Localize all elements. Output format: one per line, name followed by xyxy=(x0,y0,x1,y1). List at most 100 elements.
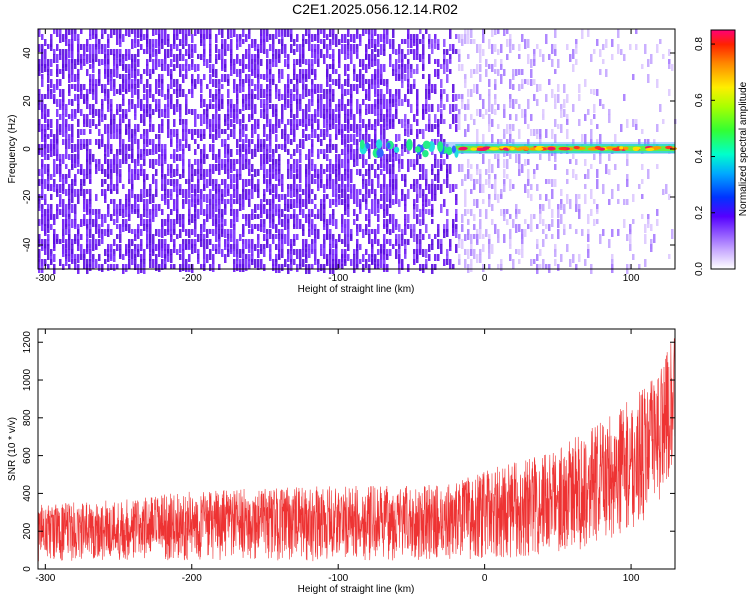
spectrogram-cell xyxy=(374,199,377,209)
spectrogram-cell xyxy=(161,174,164,179)
spectrogram-cell xyxy=(443,179,446,184)
spectrogram-cell xyxy=(230,109,233,118)
spectrogram-cell xyxy=(599,134,602,144)
spectrogram-cell xyxy=(455,34,458,39)
spectrogram-cell xyxy=(194,44,197,53)
spectrogram-cell xyxy=(638,264,641,269)
spectrogram-cell xyxy=(89,119,92,128)
spectrogram-cell xyxy=(146,39,149,47)
spectrogram-cell xyxy=(332,254,335,261)
spectrogram-cell xyxy=(338,99,341,107)
spectrogram-cell xyxy=(404,119,407,126)
spectrogram-cell xyxy=(212,184,215,191)
spectrogram-cell xyxy=(248,194,251,200)
spectrogram-cell xyxy=(107,129,110,134)
spectrogram-cell xyxy=(206,179,209,188)
spectrogram-cell xyxy=(227,114,230,121)
spectrogram-cell xyxy=(266,84,269,92)
spectrogram-cell xyxy=(326,89,329,94)
spectrogram-cell xyxy=(176,204,179,213)
spectrogram-cell xyxy=(230,164,233,173)
spectrogram-cell xyxy=(200,94,203,102)
spectrogram-cell xyxy=(392,124,395,129)
spectrogram-cell xyxy=(548,199,551,209)
spectrogram-cell xyxy=(200,174,203,180)
spectrogram-cell xyxy=(212,204,215,209)
spectrogram-cell xyxy=(71,184,74,193)
spectrogram-cell xyxy=(467,104,470,110)
spectrogram-cell xyxy=(503,184,506,192)
spectrogram-cell xyxy=(464,234,467,241)
spectrogram-cell xyxy=(101,104,104,111)
spectrogram-cell xyxy=(299,209,302,215)
spectrogram-cell xyxy=(245,194,248,200)
spectrogram-cell xyxy=(371,189,374,194)
spectrogram-cell xyxy=(287,229,290,239)
spectrogram-cell xyxy=(557,264,560,271)
spectrogram-cell xyxy=(377,99,380,109)
spectrogram-cell xyxy=(602,59,605,64)
spectrogram-cell xyxy=(107,164,110,170)
spectrogram-cell xyxy=(110,189,113,194)
spectrogram-cell xyxy=(167,34,170,41)
spectrogram-cell xyxy=(296,124,299,130)
spectrogram-cell xyxy=(311,139,314,147)
spectrogram-cell xyxy=(419,219,422,226)
spectrogram-cell xyxy=(158,49,161,54)
spectrogram-cell xyxy=(248,44,251,50)
spectrogram-cell xyxy=(215,94,218,100)
spectrogram-cell xyxy=(83,94,86,103)
spectrogram-cell xyxy=(200,159,203,164)
spectrogram-cell xyxy=(233,159,236,165)
spectrogram-cell xyxy=(107,209,110,217)
spectrogram-cell xyxy=(272,164,275,172)
spectrogram-cell xyxy=(512,124,515,131)
spectrogram-cell xyxy=(200,129,203,137)
spectrogram-cell xyxy=(539,134,542,143)
spectrogram-cell xyxy=(119,254,122,259)
spectrogram-cell xyxy=(365,179,368,185)
spectrogram-cell xyxy=(164,29,167,39)
spectrogram-cell xyxy=(533,174,536,179)
spectrogram-cell xyxy=(86,144,89,151)
spectrogram-cell xyxy=(287,54,290,60)
spectrogram-cell xyxy=(233,184,236,191)
spectrogram-cell xyxy=(77,59,80,65)
spectrogram-cell xyxy=(89,89,92,94)
spectrogram-cell xyxy=(431,149,434,155)
spectrogram-cell xyxy=(443,64,446,74)
spectrogram-cell xyxy=(104,169,107,177)
spectrogram-cell xyxy=(446,254,449,260)
spectrogram-cell xyxy=(176,234,179,239)
spectrogram-cell xyxy=(269,89,272,96)
spectrogram-cell xyxy=(158,74,161,82)
spectrogram-cell xyxy=(545,194,548,201)
spectrogram-cell xyxy=(227,184,230,193)
spectrogram-cell xyxy=(401,39,404,44)
spectrogram-cell xyxy=(479,49,482,54)
spectrogram-cell xyxy=(77,79,80,84)
spectrogram-cell xyxy=(194,229,197,237)
spectrogram-cell xyxy=(329,229,332,234)
spectrogram-cell xyxy=(299,259,302,266)
spectrogram-cell xyxy=(578,254,581,262)
spectrogram-cell xyxy=(188,129,191,134)
spectrogram-cell xyxy=(203,144,206,149)
spectrogram-cell xyxy=(395,69,398,75)
spectrogram-cell xyxy=(530,59,533,68)
spectrogram-cell xyxy=(383,114,386,120)
spectrogram-cell xyxy=(269,229,272,234)
spectrogram-cell xyxy=(557,219,560,228)
spectrogram-cell xyxy=(413,259,416,265)
spectrogram-cell xyxy=(230,234,233,242)
spectrogram-cell xyxy=(47,184,50,191)
spectrogram-cell xyxy=(53,239,56,248)
spectrogram-cell xyxy=(101,59,104,65)
spectrogram-cell xyxy=(386,249,389,256)
spectrogram-cell xyxy=(227,189,230,196)
spectrogram-cell xyxy=(170,264,173,269)
spectrogram-cell xyxy=(509,214,512,219)
spectrogram-cell xyxy=(50,259,53,265)
spectrogram-cell xyxy=(125,114,128,119)
spectrogram-cell xyxy=(434,139,437,145)
